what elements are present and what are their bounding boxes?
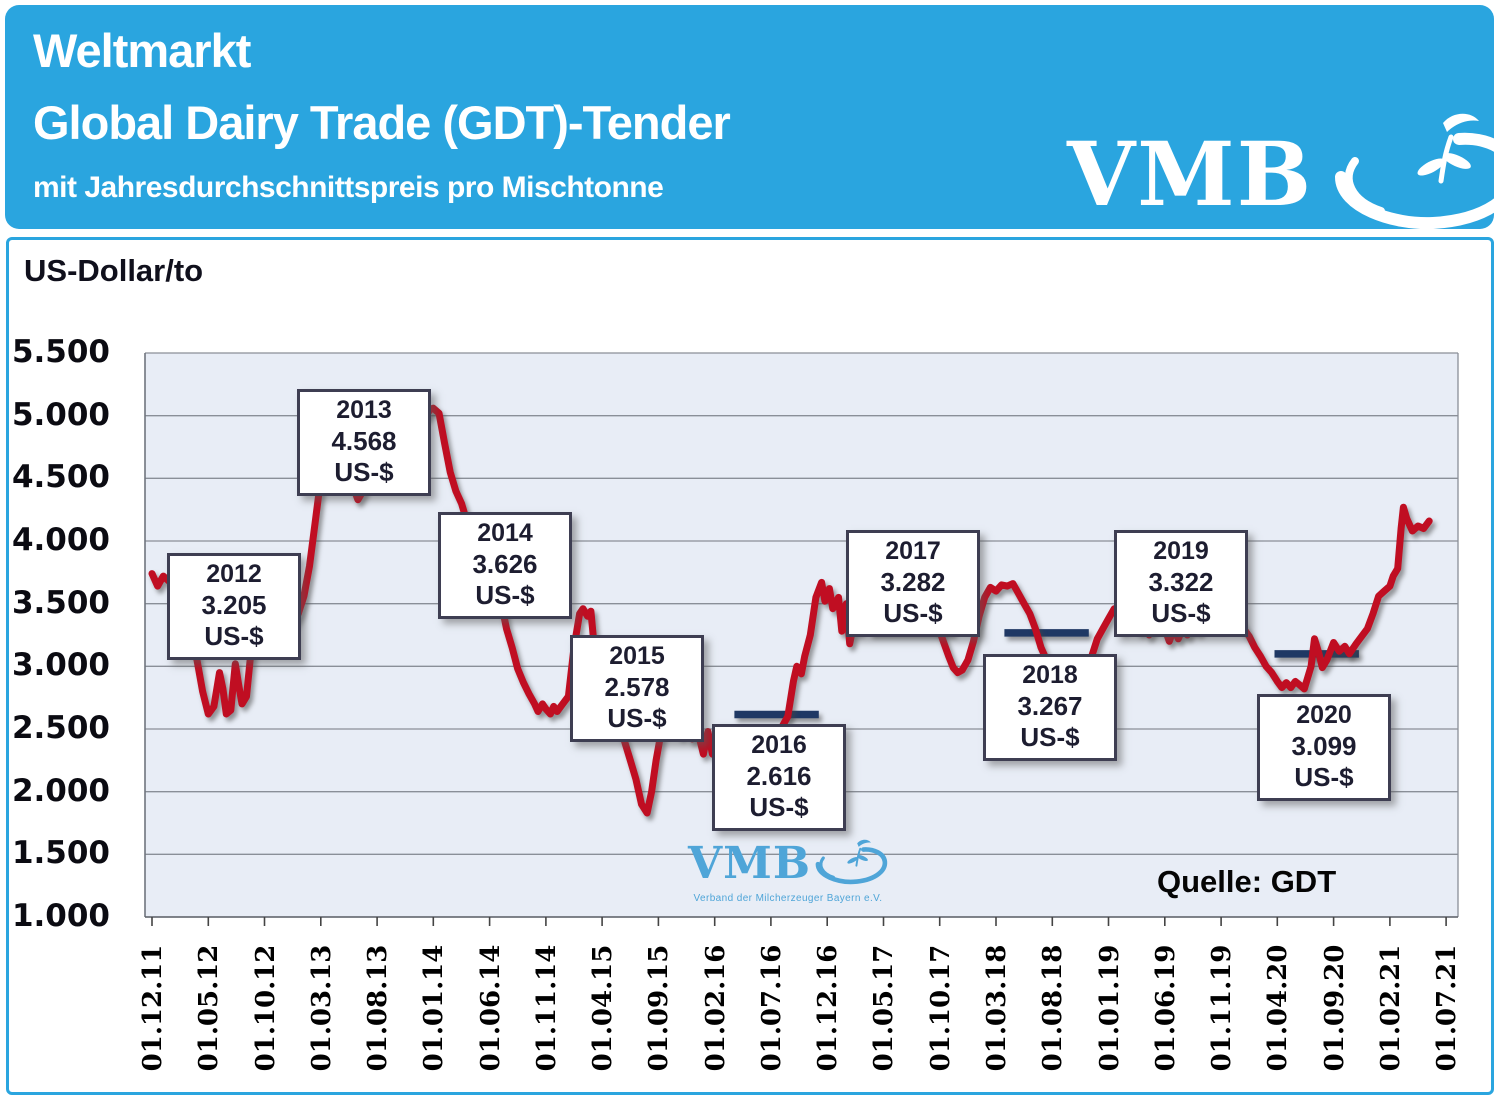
x-tick-label: 01.08.18 xyxy=(1038,944,1069,1072)
annotation-year: 2019 xyxy=(1153,537,1209,565)
annotation-year: 2017 xyxy=(885,537,941,565)
page-subtitle-2: mit Jahresdurchschnittspreis pro Mischto… xyxy=(33,171,664,204)
annotation-average-value: 2.616 US-$ xyxy=(746,761,812,822)
x-tick-label: 01.02.16 xyxy=(700,944,731,1072)
x-tick-label: 01.05.17 xyxy=(869,944,900,1072)
annotation-2015: 2015 2.578 US-$ xyxy=(570,635,704,742)
annotation-2013: 2013 4.568 US-$ xyxy=(297,389,431,496)
x-tick-label: 01.03.18 xyxy=(981,944,1012,1072)
x-tick-label: 01.11.19 xyxy=(1207,944,1238,1072)
y-tick-label: 3.000 xyxy=(11,647,110,684)
x-tick-label: 01.02.21 xyxy=(1375,944,1406,1072)
annotation-average-value: 3.626 US-$ xyxy=(472,549,538,610)
annotation-2016: 2016 2.616 US-$ xyxy=(712,724,846,831)
annotation-2020: 2020 3.099 US-$ xyxy=(1257,694,1391,801)
annotation-year: 2014 xyxy=(477,519,533,547)
x-tick-label: 01.01.19 xyxy=(1094,944,1125,1072)
y-tick-label: 3.500 xyxy=(11,584,110,621)
x-tick-label: 01.09.15 xyxy=(644,944,675,1072)
annotation-2012: 2012 3.205 US-$ xyxy=(167,553,301,660)
x-tick-label: 01.07.21 xyxy=(1432,944,1463,1072)
chart-watermark: VMB Verband der Milcherzeuger Bayern e.V… xyxy=(688,834,888,904)
y-tick-label: 1.000 xyxy=(11,898,110,934)
annotation-average-value: 3.267 US-$ xyxy=(1017,691,1083,752)
x-tick-label: 01.09.20 xyxy=(1319,944,1350,1072)
x-tick-label: 01.11.14 xyxy=(531,944,562,1072)
x-tick-label: 01.08.13 xyxy=(363,944,394,1072)
annotation-2019: 2019 3.322 US-$ xyxy=(1114,530,1248,637)
annotation-average-value: 3.099 US-$ xyxy=(1291,731,1357,792)
vmb-swirl-icon xyxy=(1335,113,1500,230)
annotation-average-value: 3.282 US-$ xyxy=(880,567,946,628)
vmb-logo: VMB xyxy=(1067,109,1500,239)
x-tick-label: 01.04.15 xyxy=(588,944,619,1072)
y-axis-title: US-Dollar/to xyxy=(24,253,204,288)
y-tick-label: 2.000 xyxy=(11,772,110,809)
annotation-average-value: 4.568 US-$ xyxy=(331,426,397,487)
annotation-2018: 2018 3.267 US-$ xyxy=(983,654,1117,761)
header-banner: Weltmarkt Global Dairy Trade (GDT)-Tende… xyxy=(5,5,1500,230)
page-subtitle: Global Dairy Trade (GDT)-Tender xyxy=(33,96,731,149)
x-tick-label: 01.05.12 xyxy=(194,944,225,1072)
annotation-year: 2013 xyxy=(336,396,392,424)
x-tick-label: 01.10.12 xyxy=(250,944,281,1072)
x-tick-label: 01.12.11 xyxy=(138,944,168,1072)
annotation-year: 2015 xyxy=(609,642,665,670)
x-tick-label: 01.04.20 xyxy=(1263,944,1294,1072)
x-tick-label: 01.03.13 xyxy=(306,944,337,1072)
annotation-year: 2016 xyxy=(751,731,807,759)
y-tick-label: 4.500 xyxy=(11,459,110,496)
vmb-logo-text: VMB xyxy=(1067,122,1314,226)
x-tick-label: 01.06.14 xyxy=(475,944,506,1072)
x-tick-label: 01.01.14 xyxy=(419,944,450,1072)
y-tick-label: 5.500 xyxy=(11,334,110,370)
watermark-swirl-icon xyxy=(815,839,888,885)
source-label: Quelle: GDT xyxy=(1157,864,1337,899)
y-tick-label: 2.500 xyxy=(11,710,110,746)
x-tick-label: 01.12.16 xyxy=(813,944,844,1072)
y-tick-label: 1.500 xyxy=(11,835,110,872)
x-tick-label: 01.06.19 xyxy=(1150,944,1181,1072)
annotation-year: 2020 xyxy=(1296,701,1352,729)
annotation-average-value: 2.578 US-$ xyxy=(604,672,670,733)
y-tick-label: 4.000 xyxy=(11,522,110,558)
y-tick-label: 5.000 xyxy=(11,396,110,433)
annotation-average-value: 3.322 US-$ xyxy=(1148,567,1214,628)
annotation-2014: 2014 3.626 US-$ xyxy=(438,512,572,619)
x-tick-label: 01.07.16 xyxy=(756,944,787,1072)
annotation-year: 2012 xyxy=(206,560,262,588)
watermark-vmb-text: VMB xyxy=(688,837,812,889)
x-tick-label: 01.10.17 xyxy=(925,944,956,1072)
page-title: Weltmarkt xyxy=(33,24,251,77)
watermark-caption: Verband der Milcherzeuger Bayern e.V. xyxy=(693,893,883,904)
annotation-2017: 2017 3.282 US-$ xyxy=(846,530,980,637)
annotation-year: 2018 xyxy=(1022,661,1078,689)
annotation-average-value: 3.205 US-$ xyxy=(201,590,267,651)
